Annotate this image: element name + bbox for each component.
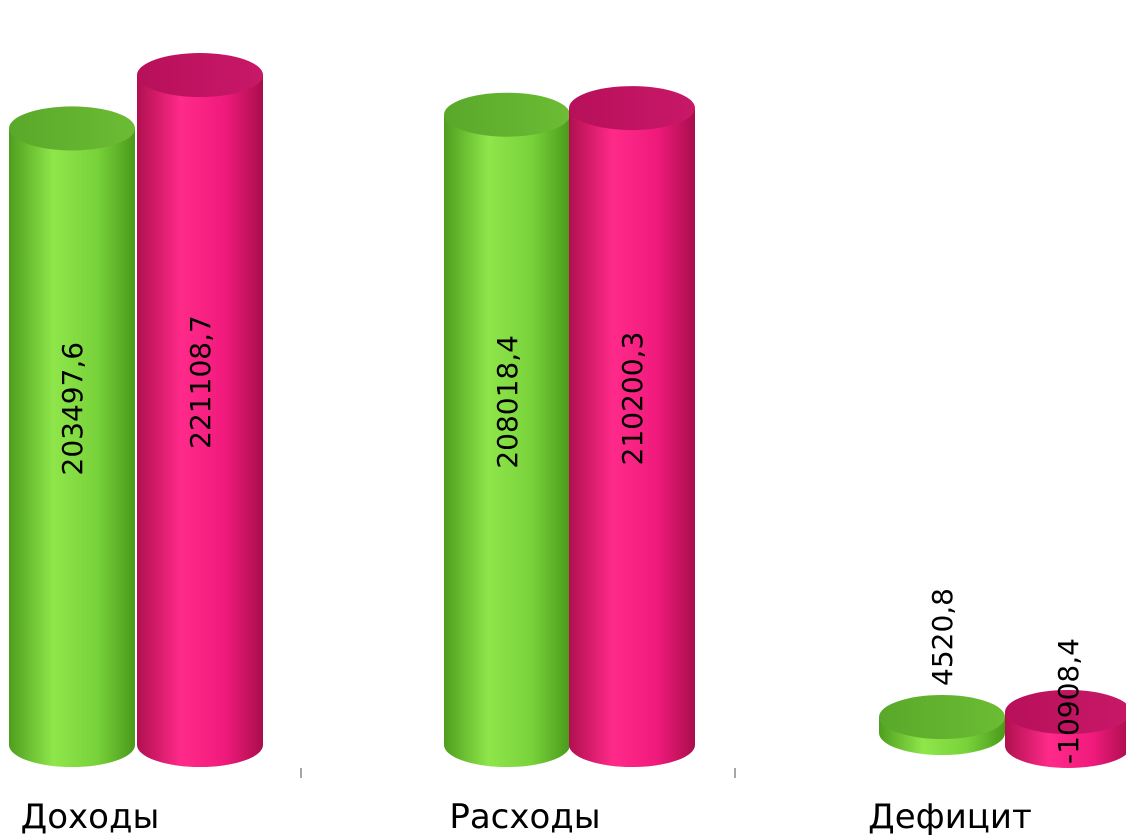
data-label-2-1: -10908,4 (1052, 638, 1085, 764)
data-label-2-0: 4520,8 (926, 588, 959, 686)
data-label-1-1: 210200,3 (616, 332, 649, 466)
category-label-2: Дефицит (868, 797, 1032, 835)
data-label-0-1: 221108,7 (184, 315, 217, 449)
data-label-0-0: 203497,6 (56, 342, 89, 476)
bar-top-1-0 (444, 93, 570, 137)
bar-top-0-1 (137, 53, 263, 97)
category-label-0: Доходы (21, 797, 160, 835)
bar-top-1-1 (569, 86, 695, 130)
bar-top-0-0 (9, 106, 135, 150)
bar-top-2-0 (879, 695, 1005, 739)
data-label-1-0: 208018,4 (491, 335, 524, 469)
category-label-1: Расходы (449, 797, 600, 835)
